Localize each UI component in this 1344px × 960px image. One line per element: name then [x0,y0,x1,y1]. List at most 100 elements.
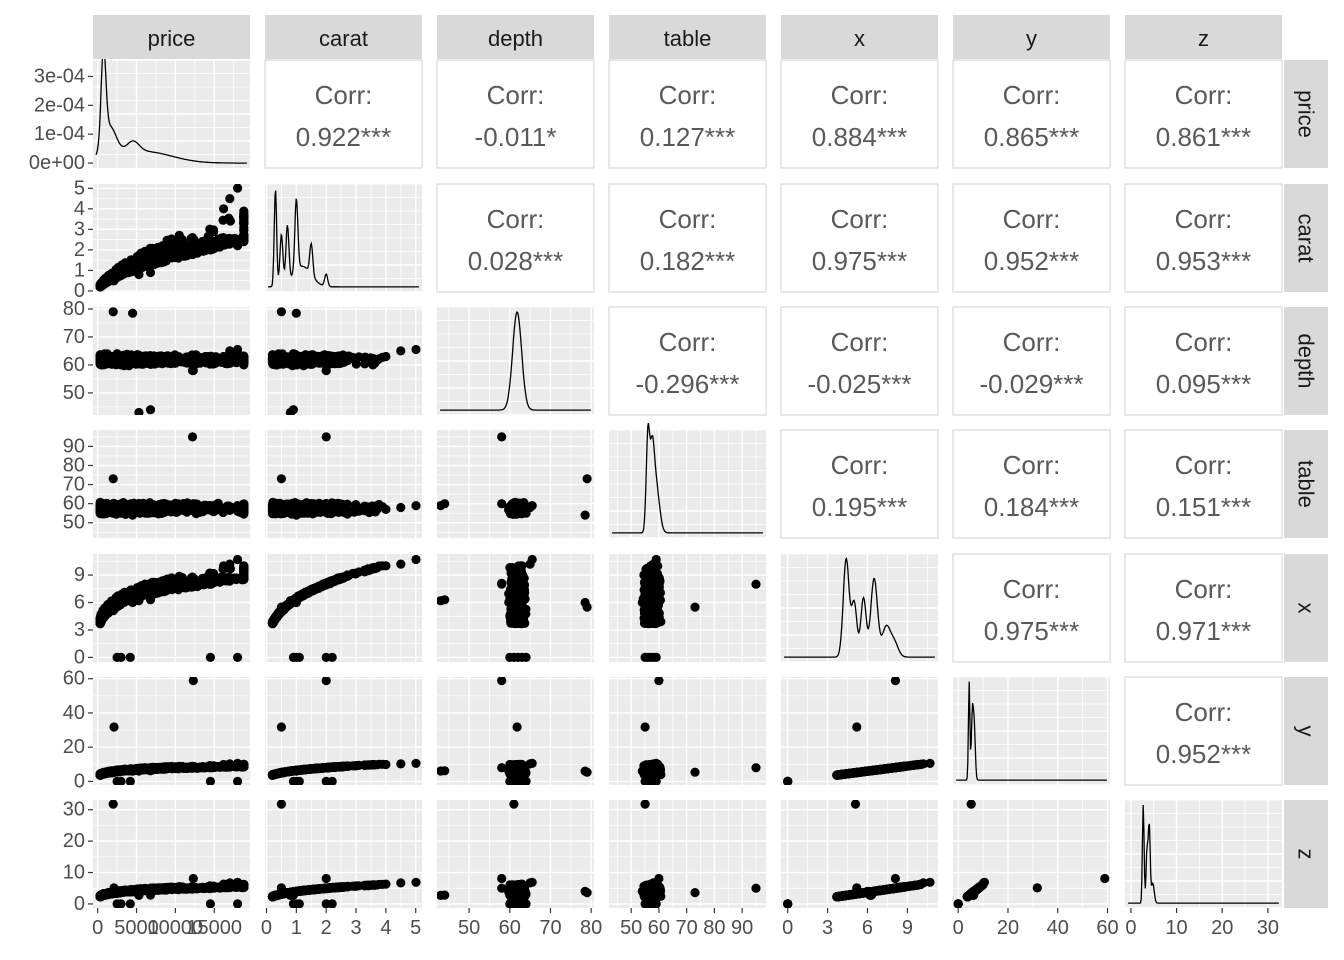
scatter-point [112,349,122,359]
corr-value: 0.028*** [468,246,563,276]
scatter-point [321,501,331,511]
scatter-point [198,245,208,255]
scatter-points [267,307,421,415]
scatter-point [411,501,421,511]
scatter-point [166,501,176,511]
corr-panel-carat-y: Corr:0.952*** [952,183,1111,293]
corr-label: Corr: [659,204,717,234]
corr-label: Corr: [1175,80,1233,110]
scatter-panel-table-vs-depth [437,430,594,538]
corr-label: Corr: [831,327,889,357]
scatter-point [381,351,391,362]
scatter-point [136,248,146,258]
scatter-point [174,230,184,240]
corr-value: 0.952*** [984,246,1079,276]
corr-panel-price-carat: Corr:0.922*** [264,59,423,169]
scatter-point [198,354,208,364]
scatter-points [437,432,592,520]
corr-panel-price-depth: Corr:-0.011* [436,59,595,169]
scatter-panel-depth-vs-carat [265,307,422,415]
scatter-point [396,502,406,513]
scatter-point [219,504,229,514]
scatter-point [225,236,235,246]
scatter-point [233,506,243,516]
scatter-point [411,344,421,355]
corr-value: 0.865*** [984,122,1079,152]
corr-panel-depth-z: Corr: 0.095*** [1124,306,1283,416]
scatter-point [219,204,229,214]
corr-value: 0.922*** [296,122,391,152]
corr-panel-frame [608,183,767,293]
corr-label: Corr: [487,80,545,110]
scatter-point [102,502,112,513]
corr-panel-price-y: Corr: 0.865*** [952,59,1111,169]
scatter-point [288,405,298,415]
scatter-point [147,355,157,365]
corr-label: Corr: [831,80,889,110]
corr-value: 0.953*** [1156,246,1251,276]
corr-value: -0.296*** [635,369,739,399]
corr-value: -0.029*** [979,369,1083,399]
corr-label: Corr: [487,204,545,234]
scatter-point [291,308,301,318]
corr-label: Corr: [1003,80,1061,110]
scatter-panel-table-vs-price [93,430,250,538]
corr-panel-frame [1124,183,1283,293]
scatter-point [153,258,164,268]
scatter-point [233,344,243,355]
scatter-point [125,502,135,513]
corr-panel-frame [780,59,939,169]
density-panel-carat [265,183,422,293]
corr-panel-frame [780,183,939,293]
corr-panel-depth-x: Corr:-0.025*** [780,306,939,416]
corr-panel-frame [780,306,939,416]
density-curve-price [95,45,247,164]
scatter-points [95,307,249,415]
scatter-point [112,508,122,518]
corr-panel-carat-x: Corr:0.975*** [780,183,939,293]
scatter-point [108,307,118,317]
density-panel-depth [437,306,594,416]
scatter-point [288,508,298,518]
scatter-point [155,250,165,261]
scatter-point [134,501,144,511]
corr-value: 0.095*** [1156,369,1251,399]
scatter-point [131,258,141,268]
scatter-point [95,352,105,363]
scatter-point [302,502,313,512]
scatter-panel-carat-vs-price [93,184,250,292]
corr-panel-frame [608,306,767,416]
corr-label: Corr: [1175,327,1233,357]
scatter-point [166,246,176,256]
scatter-point [145,499,156,509]
scatter-point [108,276,118,286]
scatter-point [396,346,406,356]
scatter-point [128,510,138,520]
corr-panel-frame [436,59,595,169]
panels-layer: Corr:0.922***Corr:-0.011*Corr:0.127***Co… [93,45,1283,909]
scatter-point [128,308,138,318]
scatter-point [239,219,249,229]
corr-value: 0.182*** [640,246,735,276]
scatter-point [205,245,215,255]
scatter-point [288,349,298,359]
scatter-point [198,504,208,514]
corr-panel-carat-table: Corr: 0.182*** [608,183,767,293]
scatter-point [95,504,105,515]
scatter-point [95,281,105,291]
scatter-point [188,356,198,366]
scatter-point [276,474,286,484]
scatter-point [218,215,228,225]
scatter-point [112,267,122,278]
scatter-point [302,354,313,364]
scatter-point [276,357,286,367]
density-curve-depth [440,311,591,411]
scatter-point [233,184,243,193]
scatter-point [208,225,218,235]
scatter-point [372,504,382,514]
scatter-point [159,507,169,518]
corr-panel-frame [1124,59,1283,169]
scatter-point [134,407,144,415]
corr-label: Corr: [1175,204,1233,234]
